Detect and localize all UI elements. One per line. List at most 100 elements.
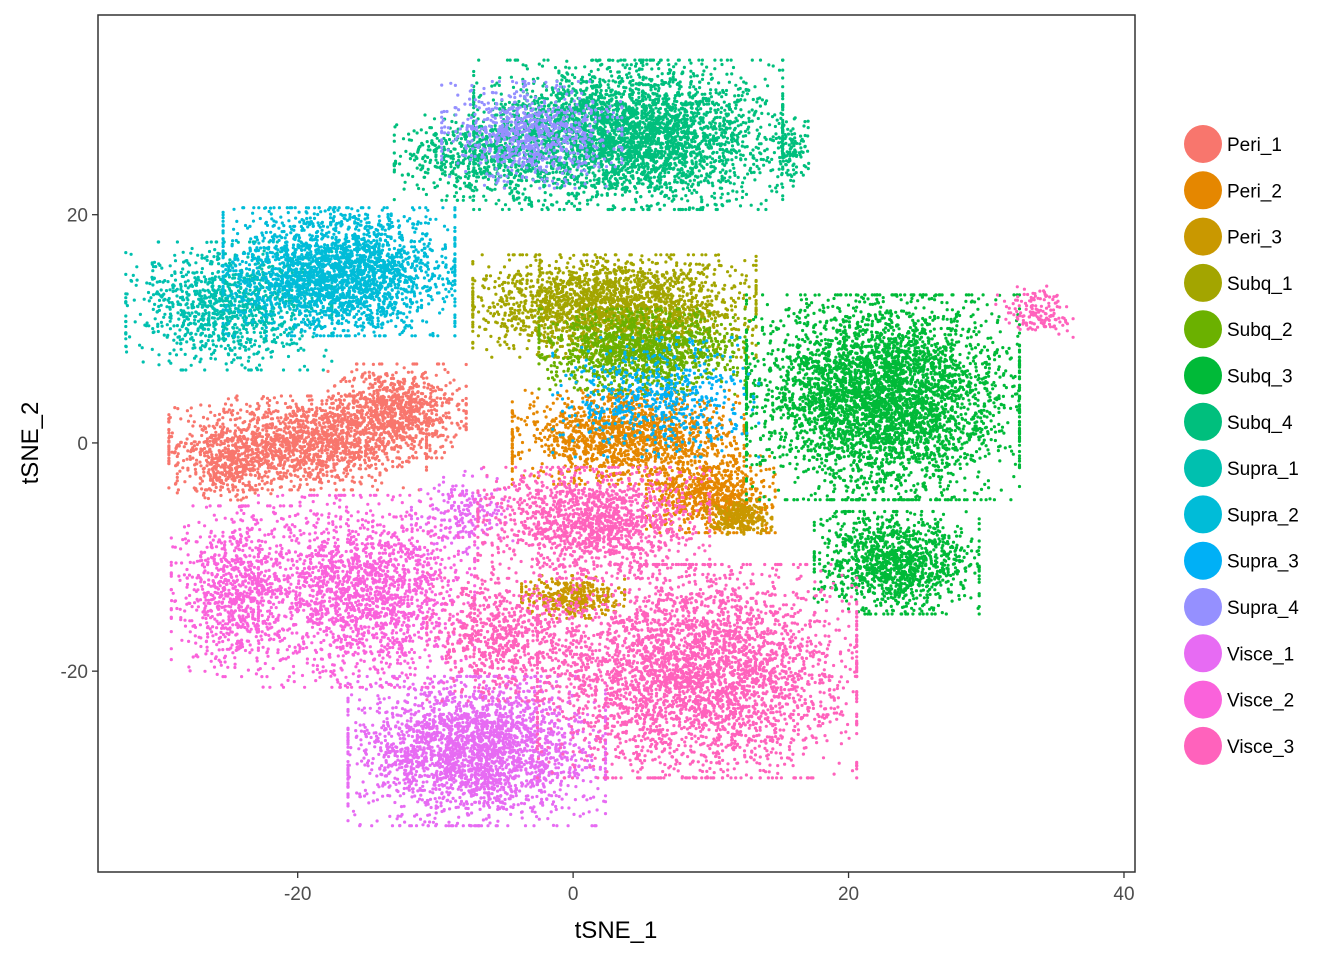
point bbox=[422, 377, 425, 380]
point bbox=[344, 380, 347, 383]
point bbox=[424, 416, 427, 419]
point bbox=[319, 407, 322, 410]
point bbox=[186, 458, 189, 461]
point bbox=[238, 458, 241, 461]
point bbox=[625, 461, 628, 464]
point bbox=[511, 467, 514, 470]
point bbox=[199, 482, 202, 485]
point bbox=[651, 441, 654, 444]
point bbox=[719, 493, 722, 496]
point bbox=[562, 453, 565, 456]
point bbox=[236, 489, 239, 492]
point bbox=[350, 426, 353, 429]
point bbox=[409, 408, 412, 411]
point bbox=[331, 454, 334, 457]
point bbox=[576, 443, 579, 446]
point bbox=[345, 469, 348, 472]
point bbox=[375, 467, 378, 470]
point bbox=[279, 416, 282, 419]
point bbox=[248, 445, 251, 448]
point bbox=[199, 464, 202, 467]
point bbox=[386, 443, 389, 446]
point bbox=[276, 429, 279, 432]
point bbox=[378, 473, 381, 476]
point bbox=[167, 462, 170, 465]
point bbox=[287, 452, 290, 455]
point bbox=[561, 446, 564, 449]
point bbox=[224, 463, 227, 466]
point bbox=[291, 465, 294, 468]
point bbox=[713, 474, 716, 477]
point bbox=[348, 380, 351, 383]
point bbox=[683, 518, 686, 521]
point bbox=[425, 466, 428, 469]
point bbox=[729, 461, 732, 464]
point bbox=[323, 413, 326, 416]
point bbox=[323, 434, 326, 437]
point bbox=[738, 454, 741, 457]
point bbox=[289, 473, 292, 476]
point bbox=[375, 406, 378, 409]
point bbox=[232, 475, 235, 478]
point bbox=[382, 450, 385, 453]
point bbox=[531, 467, 534, 470]
point bbox=[644, 483, 647, 486]
point bbox=[390, 390, 393, 393]
point bbox=[410, 371, 413, 374]
point bbox=[359, 467, 362, 470]
point bbox=[366, 436, 369, 439]
point bbox=[383, 427, 386, 430]
point bbox=[217, 419, 220, 422]
point bbox=[675, 408, 678, 411]
point bbox=[234, 434, 237, 437]
point bbox=[326, 389, 329, 392]
point bbox=[760, 480, 763, 483]
point bbox=[305, 419, 308, 422]
point bbox=[424, 452, 427, 455]
point bbox=[279, 477, 282, 480]
point bbox=[663, 474, 666, 477]
point bbox=[523, 419, 526, 422]
point bbox=[521, 601, 524, 604]
point bbox=[374, 479, 377, 482]
point bbox=[581, 397, 584, 400]
point bbox=[346, 460, 349, 463]
point bbox=[647, 479, 650, 482]
point bbox=[174, 483, 177, 486]
point bbox=[394, 413, 397, 416]
point bbox=[609, 427, 612, 430]
point bbox=[408, 437, 411, 440]
point bbox=[299, 450, 302, 453]
point bbox=[728, 389, 731, 392]
point bbox=[254, 474, 257, 477]
point bbox=[242, 466, 245, 469]
point bbox=[297, 407, 300, 410]
point bbox=[358, 458, 361, 461]
point bbox=[282, 420, 285, 423]
point bbox=[334, 475, 337, 478]
point bbox=[215, 453, 218, 456]
point bbox=[300, 425, 303, 428]
point bbox=[330, 475, 333, 478]
point bbox=[435, 418, 438, 421]
point bbox=[392, 441, 395, 444]
point bbox=[167, 428, 170, 431]
point bbox=[266, 488, 269, 491]
point bbox=[511, 420, 514, 423]
point bbox=[269, 492, 272, 495]
point bbox=[573, 453, 576, 456]
point bbox=[636, 441, 639, 444]
point bbox=[273, 396, 276, 399]
point bbox=[447, 401, 450, 404]
point bbox=[316, 426, 319, 429]
point bbox=[263, 474, 266, 477]
point bbox=[202, 471, 205, 474]
point bbox=[306, 483, 309, 486]
point bbox=[614, 448, 617, 451]
point bbox=[391, 415, 394, 418]
point bbox=[567, 397, 570, 400]
point bbox=[307, 432, 310, 435]
point bbox=[274, 443, 277, 446]
point bbox=[706, 446, 709, 449]
point bbox=[418, 400, 421, 403]
